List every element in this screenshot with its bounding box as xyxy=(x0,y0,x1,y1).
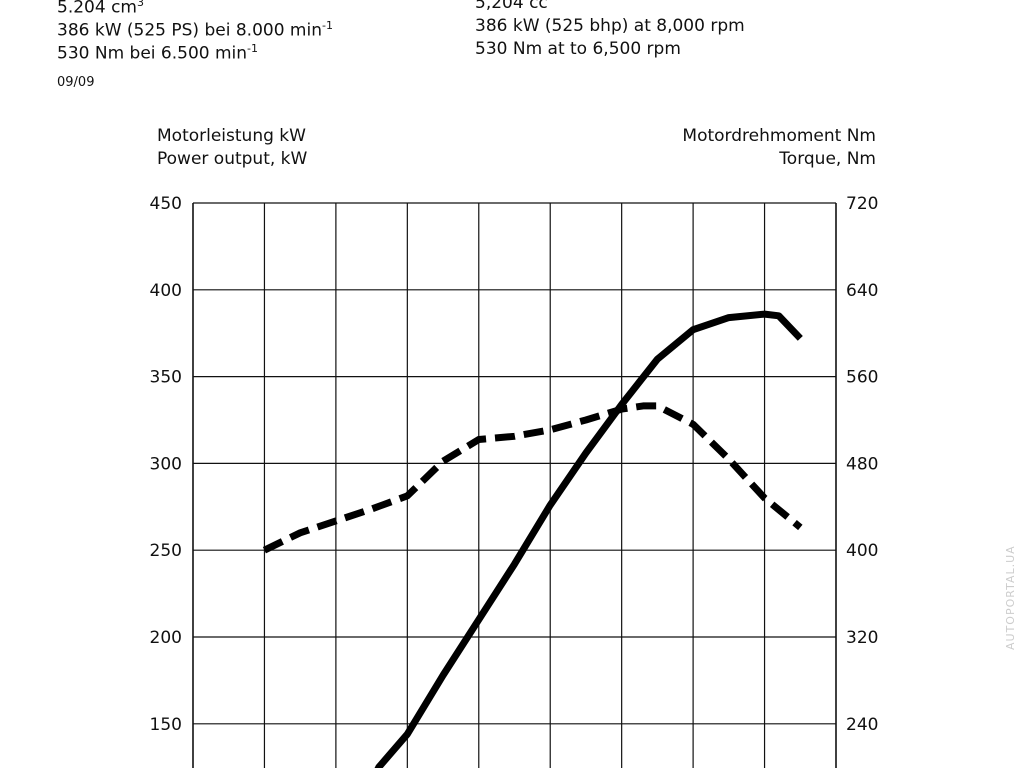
ytick-left: 250 xyxy=(150,541,182,561)
ytick-left: 300 xyxy=(150,454,182,474)
ytick-right: 480 xyxy=(846,454,878,474)
spec-displacement-de: 5.204 cm3 xyxy=(57,0,144,18)
ylabel-left-en: Power output, kW xyxy=(157,149,308,169)
watermark: AUTOPORTAL.UA xyxy=(1004,545,1017,650)
spec-power-en: 386 kW (525 bhp) at 8,000 rpm xyxy=(475,16,745,36)
ytick-left: 450 xyxy=(150,194,182,214)
spec-torque-en: 530 Nm at to 6,500 rpm xyxy=(475,39,681,59)
ytick-right: 320 xyxy=(846,628,878,648)
ylabel-left-de: Motorleistung kW xyxy=(157,126,306,146)
ytick-right: 720 xyxy=(846,194,878,214)
ytick-right: 240 xyxy=(846,715,878,735)
ylabel-right-de: Motordrehmoment Nm xyxy=(682,126,876,146)
date: 09/09 xyxy=(57,75,95,90)
ytick-left: 150 xyxy=(150,715,182,735)
ytick-left: 200 xyxy=(150,628,182,648)
spec-power-de: 386 kW (525 PS) bei 8.000 min-1 xyxy=(57,19,333,41)
ytick-left: 350 xyxy=(150,368,182,388)
ytick-right: 560 xyxy=(846,368,878,388)
spec-torque-de: 530 Nm bei 6.500 min-1 xyxy=(57,42,259,64)
power-line xyxy=(374,310,803,768)
ytick-left: 400 xyxy=(150,281,182,301)
ytick-right: 640 xyxy=(846,281,878,301)
ylabel-right-en: Torque, Nm xyxy=(779,149,876,169)
spec-displacement-en: 5,204 cc xyxy=(475,0,548,13)
torque-line xyxy=(262,402,803,554)
ytick-right: 400 xyxy=(846,541,878,561)
